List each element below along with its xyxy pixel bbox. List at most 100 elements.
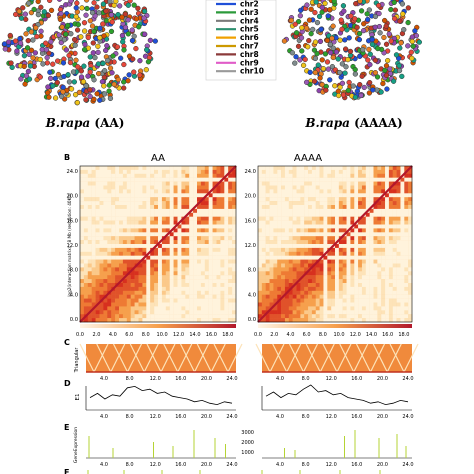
heatmap-cell xyxy=(232,255,237,260)
heatmap-cell xyxy=(150,181,155,186)
heatmap-cell xyxy=(358,240,363,245)
heatmap-cell xyxy=(396,216,401,221)
heatmap-cell xyxy=(158,177,163,182)
heatmap-cell xyxy=(158,228,163,233)
heatmap-cell xyxy=(146,224,151,229)
heatmap-cell xyxy=(277,232,282,237)
heatmap-cell xyxy=(392,310,397,315)
heatmap-cell xyxy=(150,306,155,311)
heatmap-cell xyxy=(99,208,104,213)
triangular-stripe xyxy=(272,343,288,373)
heatmap-cell xyxy=(385,216,390,221)
heatmap-cell xyxy=(134,314,139,319)
heatmap-cell xyxy=(400,290,405,295)
heatmap-cell xyxy=(300,169,305,174)
heatmap-cell xyxy=(408,236,413,241)
triangular-stripe xyxy=(177,343,193,373)
heatmap-cell xyxy=(228,302,233,307)
heatmap-cell xyxy=(119,173,124,178)
heatmap-cell xyxy=(87,201,92,206)
heatmap-cell xyxy=(400,247,405,252)
heatmap-cell xyxy=(181,201,186,206)
genome-bead xyxy=(384,86,390,92)
heatmap-cell xyxy=(404,247,409,252)
heatmap-cell xyxy=(354,306,359,311)
heatmap-cell xyxy=(119,286,124,291)
heatmap-cell xyxy=(212,232,217,237)
heatmap-cell xyxy=(146,177,151,182)
heatmap-cell xyxy=(122,232,127,237)
heatmap-cell xyxy=(308,310,313,315)
heatmap-cell xyxy=(224,169,229,174)
heatmap-cell xyxy=(138,232,143,237)
heatmap-cell xyxy=(228,193,233,198)
genome-bead xyxy=(346,35,352,41)
heatmap-cell xyxy=(296,283,301,288)
heatmap-cell xyxy=(273,232,278,237)
heatmap-cell xyxy=(292,189,297,194)
genome-bead xyxy=(360,46,366,53)
heatmap-cell xyxy=(158,220,163,225)
triangular-stripe xyxy=(286,343,302,373)
heatmap-cell xyxy=(91,220,96,225)
triangular-stripe xyxy=(355,343,372,373)
heatmap-cell xyxy=(197,271,202,276)
heatmap-cell xyxy=(269,181,274,186)
heatmap-cell xyxy=(80,279,85,284)
heatmap-cell xyxy=(304,255,309,260)
heatmap-cell xyxy=(115,259,120,264)
track-xtick: 4.0 xyxy=(276,376,284,382)
heatmap-cell xyxy=(115,267,120,272)
heatmap-cell xyxy=(392,216,397,221)
heatmap-cell xyxy=(304,193,309,198)
heatmap-cell xyxy=(119,302,124,307)
heatmap-cell xyxy=(342,306,347,311)
heatmap-cell xyxy=(220,290,225,295)
e1-xtick: 16.0 xyxy=(175,414,186,420)
heatmap-cell xyxy=(95,259,100,264)
heatmap-cell xyxy=(265,271,270,276)
heatmap-cell xyxy=(204,314,209,319)
heatmap-cell xyxy=(269,212,274,217)
heatmap-cell xyxy=(335,286,340,291)
heatmap-cell xyxy=(80,212,85,217)
heatmap-cell xyxy=(308,197,313,202)
heatmap-cell xyxy=(331,310,336,315)
heatmap-cell xyxy=(165,259,170,264)
heatmap-cell xyxy=(408,173,413,178)
genome-bead xyxy=(100,21,106,27)
heatmap-cell xyxy=(80,283,85,288)
heatmap-cell xyxy=(91,279,96,284)
heatmap-cell xyxy=(154,298,159,303)
heatmap-cell xyxy=(381,169,386,174)
heatmap-cell xyxy=(281,298,286,303)
heatmap-x-ticks: 0.0 2.0 4.0 6.0 8.0 10.0 12.0 14.0 16.0 18.0 0.0 2.… xyxy=(76,332,409,338)
heatmap-cell xyxy=(400,298,405,303)
panel-letter-e: E xyxy=(64,423,69,432)
heatmap-cell xyxy=(284,166,289,171)
heatmap-cell xyxy=(134,275,139,280)
heatmap-cell xyxy=(107,228,112,233)
heatmap-cell xyxy=(338,251,343,256)
heatmap-cell xyxy=(173,286,178,291)
heatmap-cell xyxy=(224,271,229,276)
heatmap-cell xyxy=(87,240,92,245)
heatmap-cell xyxy=(288,212,293,217)
heatmap-cell xyxy=(338,247,343,252)
heatmap-cell xyxy=(83,290,88,295)
heatmap-cell xyxy=(338,267,343,272)
heatmap-cell xyxy=(165,318,170,323)
heatmap-cell xyxy=(354,271,359,276)
heatmap-cell xyxy=(161,232,166,237)
heatmap-cell xyxy=(208,259,213,264)
genome-bead xyxy=(388,6,394,13)
heatmap-cell xyxy=(146,205,151,210)
heatmap-cell xyxy=(103,255,108,260)
heatmap-cell xyxy=(177,310,182,315)
heatmap-cell xyxy=(323,177,328,182)
heatmap-cell xyxy=(220,216,225,221)
heatmap-cell xyxy=(197,236,202,241)
heatmap-cell xyxy=(358,255,363,260)
heatmap-cell xyxy=(204,294,209,299)
heatmap-cell xyxy=(193,244,198,249)
